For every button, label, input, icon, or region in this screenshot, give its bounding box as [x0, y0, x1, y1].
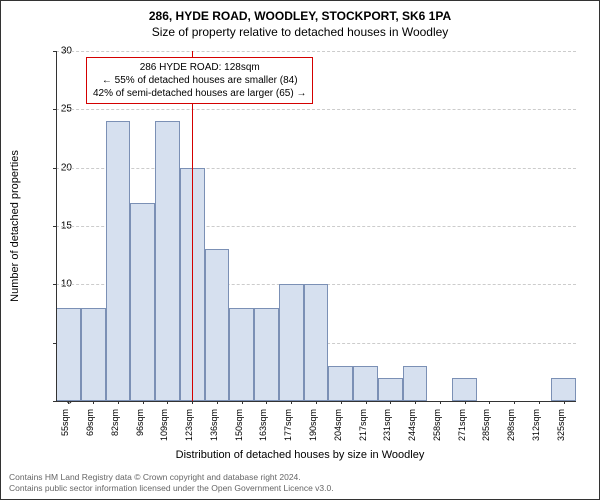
- y-axis-label: Number of detached properties: [9, 150, 21, 302]
- x-axis-label: Distribution of detached houses by size …: [1, 449, 599, 461]
- bar: [551, 378, 576, 401]
- grid-line: [56, 109, 576, 110]
- bar: [130, 203, 155, 401]
- footer-attribution: Contains HM Land Registry data © Crown c…: [9, 472, 334, 494]
- x-axis-line: [56, 401, 576, 402]
- bar: [56, 308, 81, 401]
- bar: [254, 308, 279, 401]
- annotation-line1: 286 HYDE ROAD: 128sqm: [93, 61, 306, 74]
- chart-title-address: 286, HYDE ROAD, WOODLEY, STOCKPORT, SK6 …: [1, 1, 599, 23]
- footer-line2: Contains public sector information licen…: [9, 483, 334, 494]
- bar: [205, 249, 230, 401]
- grid-line: [56, 51, 576, 52]
- bar: [452, 378, 477, 401]
- bar: [353, 366, 378, 401]
- annotation-line2: ← 55% of detached houses are smaller (84…: [93, 74, 306, 87]
- bar: [378, 378, 403, 401]
- grid-line: [56, 168, 576, 169]
- plot-area: 286 HYDE ROAD: 128sqm ← 55% of detached …: [56, 51, 576, 401]
- y-axis-line: [56, 51, 57, 401]
- bar: [81, 308, 106, 401]
- bar: [155, 121, 180, 401]
- bar: [106, 121, 131, 401]
- annotation-line3: 42% of semi-detached houses are larger (…: [93, 87, 306, 100]
- bar: [403, 366, 428, 401]
- bar: [229, 308, 254, 401]
- chart-subtitle: Size of property relative to detached ho…: [1, 23, 599, 39]
- chart-container: 286, HYDE ROAD, WOODLEY, STOCKPORT, SK6 …: [0, 0, 600, 500]
- bar: [304, 284, 329, 401]
- bar: [279, 284, 304, 401]
- annotation-box: 286 HYDE ROAD: 128sqm ← 55% of detached …: [86, 57, 313, 104]
- bar: [328, 366, 353, 401]
- footer-line1: Contains HM Land Registry data © Crown c…: [9, 472, 334, 483]
